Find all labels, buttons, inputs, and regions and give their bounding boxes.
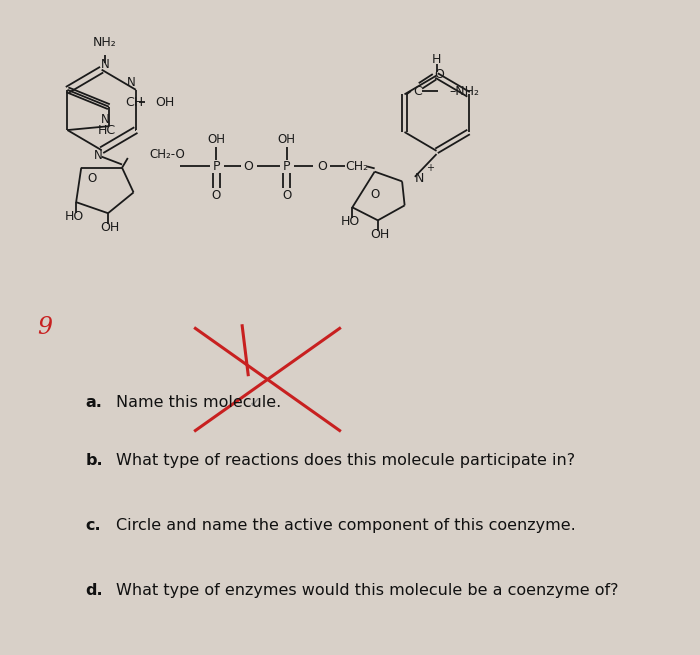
Text: ✓: ✓ — [248, 395, 261, 409]
Text: N: N — [101, 58, 109, 71]
Text: c.: c. — [85, 518, 101, 533]
Text: N: N — [94, 149, 103, 162]
Text: O: O — [317, 160, 327, 173]
Text: OH: OH — [155, 96, 174, 109]
Text: NH₂: NH₂ — [93, 36, 117, 49]
Text: O: O — [212, 189, 221, 202]
Text: C: C — [413, 84, 421, 98]
Text: O: O — [282, 189, 291, 202]
Text: OH: OH — [370, 228, 389, 241]
Text: Name this molecule.: Name this molecule. — [116, 395, 281, 409]
Text: CH: CH — [125, 96, 143, 109]
Text: What type of enzymes would this molecule be a coenzyme of?: What type of enzymes would this molecule… — [116, 583, 619, 598]
Text: HC: HC — [97, 124, 116, 137]
Text: 9: 9 — [36, 316, 52, 339]
Text: HO: HO — [341, 215, 360, 228]
Text: HO: HO — [64, 210, 84, 223]
Text: b.: b. — [85, 453, 104, 468]
Text: a.: a. — [85, 395, 103, 409]
Text: OH: OH — [100, 221, 120, 234]
Text: N: N — [127, 75, 135, 88]
Text: P: P — [283, 160, 290, 173]
Text: O: O — [370, 188, 379, 201]
Text: O: O — [244, 160, 253, 173]
Text: d.: d. — [85, 583, 104, 598]
Text: H: H — [432, 53, 441, 66]
Text: +: + — [426, 163, 434, 174]
Text: What type of reactions does this molecule participate in?: What type of reactions does this molecul… — [116, 453, 575, 468]
Text: –NH₂: –NH₂ — [449, 84, 479, 98]
Text: CH₂: CH₂ — [345, 160, 368, 173]
Text: OH: OH — [278, 133, 295, 145]
Text: N: N — [102, 113, 110, 126]
Text: Circle and name the active component of this coenzyme.: Circle and name the active component of … — [116, 518, 576, 533]
Text: P: P — [213, 160, 220, 173]
Text: O: O — [435, 68, 444, 81]
Text: OH: OH — [207, 133, 225, 145]
Text: CH₂-O: CH₂-O — [150, 148, 186, 161]
Text: O: O — [88, 172, 97, 185]
Text: N: N — [415, 172, 424, 185]
